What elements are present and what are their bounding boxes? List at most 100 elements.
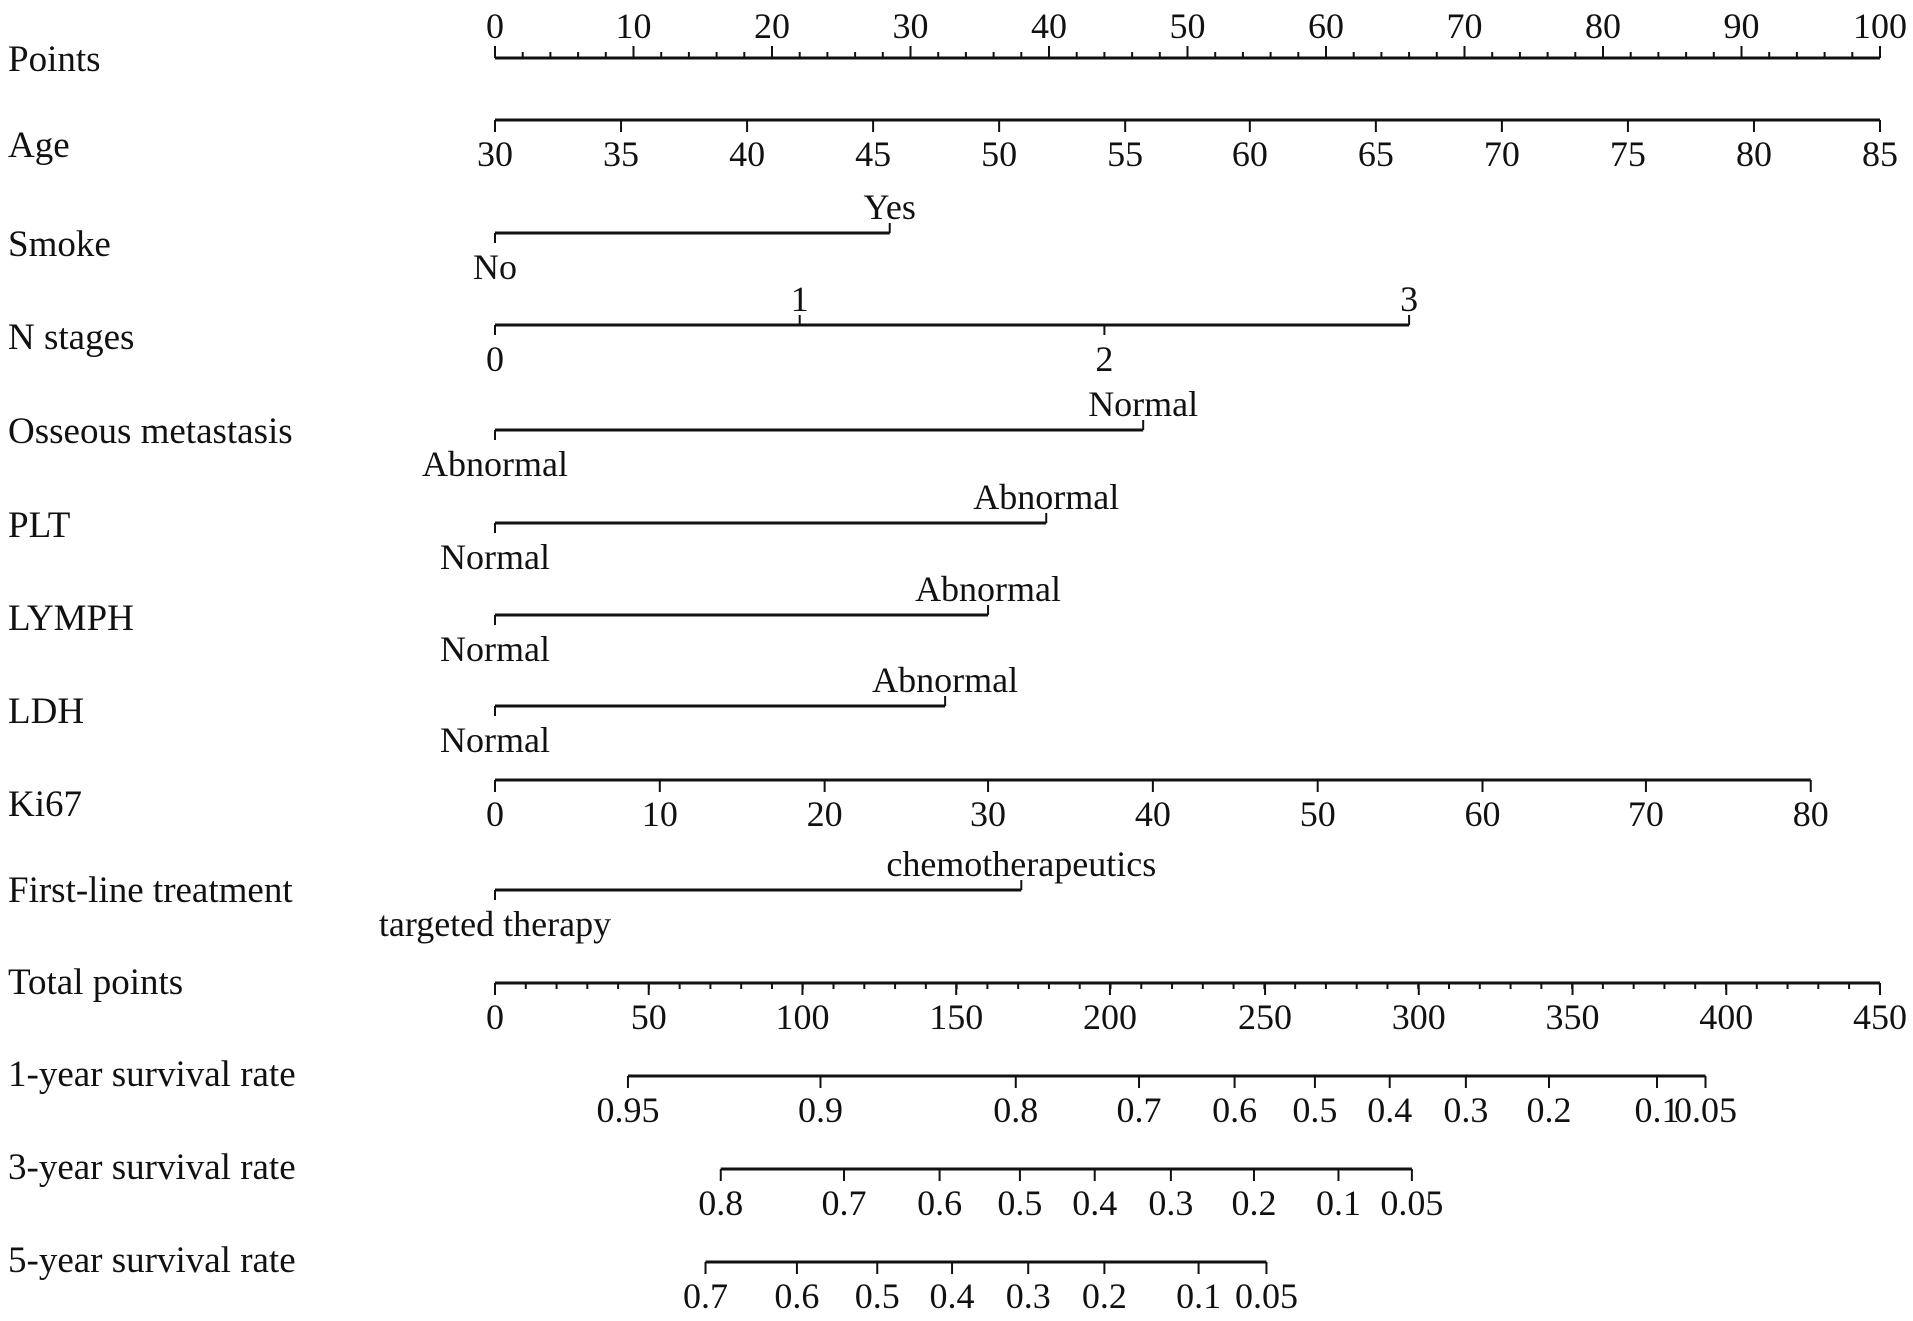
tick-label: 0 <box>486 6 504 46</box>
tick-label: 10 <box>642 794 678 834</box>
tick-label: 300 <box>1392 997 1446 1037</box>
tick-label: 0.4 <box>1072 1183 1117 1223</box>
tick-label: 0.2 <box>1082 1276 1127 1316</box>
row-age: Age 30 35 40 45 50 55 60 65 70 75 80 85 <box>8 118 1898 174</box>
tick-label: 80 <box>1736 134 1772 174</box>
tick-label: 0.7 <box>683 1276 728 1316</box>
tick-label: 0.2 <box>1526 1090 1571 1130</box>
tick-label: 40 <box>729 134 765 174</box>
tick-label: 100 <box>775 997 829 1037</box>
tick-label: 50 <box>1170 6 1206 46</box>
level-label: Normal <box>440 720 550 760</box>
level-label: 2 <box>1095 339 1113 379</box>
tick-label: 20 <box>754 6 790 46</box>
row-ldh: LDH Normal Abnormal <box>8 660 1018 760</box>
tick-label: 0.05 <box>1380 1183 1443 1223</box>
row-label-1-year-survival-rate: 1-year survival rate <box>8 1054 296 1095</box>
tick-label: 0.05 <box>1674 1090 1737 1130</box>
row-label-plt: PLT <box>8 505 70 546</box>
row-label-osseous-metastasis: Osseous metastasis <box>8 411 293 452</box>
level-label: Normal <box>440 537 550 577</box>
tick-label: 30 <box>970 794 1006 834</box>
row-1-year-survival-rate: 1-year survival rate 0.95 0.9 0.8 0.7 0.6 0.5 0… <box>8 1054 1737 1130</box>
tick-label: 200 <box>1083 997 1137 1037</box>
level-label: 1 <box>791 279 809 319</box>
tick-label: 0.6 <box>1212 1090 1257 1130</box>
tick-label: 70 <box>1628 794 1664 834</box>
row-label-3-year-survival-rate: 3-year survival rate <box>8 1147 296 1188</box>
tick-label: 250 <box>1238 997 1292 1037</box>
level-label: Normal <box>1088 384 1198 424</box>
level-label: Normal <box>440 629 550 669</box>
row-lymph: LYMPH Normal Abnormal <box>8 569 1061 669</box>
tick-label: 50 <box>1300 794 1336 834</box>
row-label-5-year-survival-rate: 5-year survival rate <box>8 1240 296 1281</box>
row-points: Points 0 10 20 30 40 50 60 70 80 90 100 <box>8 6 1907 80</box>
tick-label: 100 <box>1853 6 1907 46</box>
tick-label: 0.2 <box>1231 1183 1276 1223</box>
tick-label: 0.4 <box>930 1276 975 1316</box>
row-smoke: Smoke No Yes <box>8 187 916 287</box>
tick-label: 0.3 <box>1148 1183 1193 1223</box>
tick-label: 0 <box>486 794 504 834</box>
tick-label: 400 <box>1699 997 1753 1037</box>
row-ki67: Ki67 0 10 20 30 40 50 60 70 80 <box>8 778 1829 834</box>
tick-label: 0.1 <box>1176 1276 1221 1316</box>
tick-label: 0.6 <box>774 1276 819 1316</box>
tick-label: 60 <box>1465 794 1501 834</box>
tick-label: 50 <box>631 997 667 1037</box>
level-label: Abnormal <box>872 660 1018 700</box>
level-label: targeted therapy <box>379 904 611 944</box>
row-n-stages: N stages 0 1 2 3 <box>8 279 1418 379</box>
tick-label: 0.9 <box>798 1090 843 1130</box>
level-label: No <box>473 247 517 287</box>
tick-label: 40 <box>1031 6 1067 46</box>
tick-label: 0.05 <box>1235 1276 1298 1316</box>
tick-label: 60 <box>1232 134 1268 174</box>
row-total-points: Total points 0 50 100 150 200 250 300 350 400 450 <box>8 962 1907 1037</box>
level-label: 3 <box>1400 279 1418 319</box>
tick-label: 0.8 <box>993 1090 1038 1130</box>
tick-label: 90 <box>1724 6 1760 46</box>
level-label: Abnormal <box>973 477 1119 517</box>
tick-label: 350 <box>1546 997 1600 1037</box>
tick-label: 20 <box>807 794 843 834</box>
tick-label: 80 <box>1793 794 1829 834</box>
tick-label: 150 <box>929 997 983 1037</box>
tick-label: 85 <box>1862 134 1898 174</box>
tick-label: 450 <box>1853 997 1907 1037</box>
row-label-ldh: LDH <box>8 691 84 732</box>
tick-label: 80 <box>1585 6 1621 46</box>
level-label: Abnormal <box>915 569 1061 609</box>
tick-label: 0 <box>486 997 504 1037</box>
level-label: 0 <box>486 339 504 379</box>
row-label-first-line-treatment: First-line treatment <box>8 870 293 911</box>
row-label-total-points: Total points <box>8 962 183 1003</box>
tick-label: 70 <box>1447 6 1483 46</box>
tick-label: 40 <box>1135 794 1171 834</box>
tick-label: 35 <box>603 134 639 174</box>
tick-label: 50 <box>981 134 1017 174</box>
row-label-smoke: Smoke <box>8 224 111 265</box>
tick-label: 65 <box>1358 134 1394 174</box>
tick-label: 0.4 <box>1367 1090 1412 1130</box>
tick-label: 0.7 <box>822 1183 867 1223</box>
tick-label: 30 <box>477 134 513 174</box>
tick-label: 0.1 <box>1316 1183 1361 1223</box>
tick-label: 75 <box>1610 134 1646 174</box>
row-label-points: Points <box>8 39 101 80</box>
level-label: chemotherapeutics <box>886 844 1156 884</box>
row-label-ki67: Ki67 <box>8 784 82 825</box>
level-label: Abnormal <box>422 444 568 484</box>
row-label-lymph: LYMPH <box>8 598 134 639</box>
tick-label: 70 <box>1484 134 1520 174</box>
row-5-year-survival-rate: 5-year survival rate 0.7 0.6 0.5 0.4 0.3 0.2 0.… <box>8 1240 1298 1316</box>
row-osseous-metastasis: Osseous metastasis Abnormal Normal <box>8 384 1198 484</box>
row-label-n-stages: N stages <box>8 317 134 358</box>
tick-label: 0.7 <box>1117 1090 1162 1130</box>
row-3-year-survival-rate: 3-year survival rate 0.8 0.7 0.6 0.5 0.4 0.3 0.… <box>8 1147 1443 1223</box>
tick-label: 10 <box>616 6 652 46</box>
tick-label: 60 <box>1308 6 1344 46</box>
